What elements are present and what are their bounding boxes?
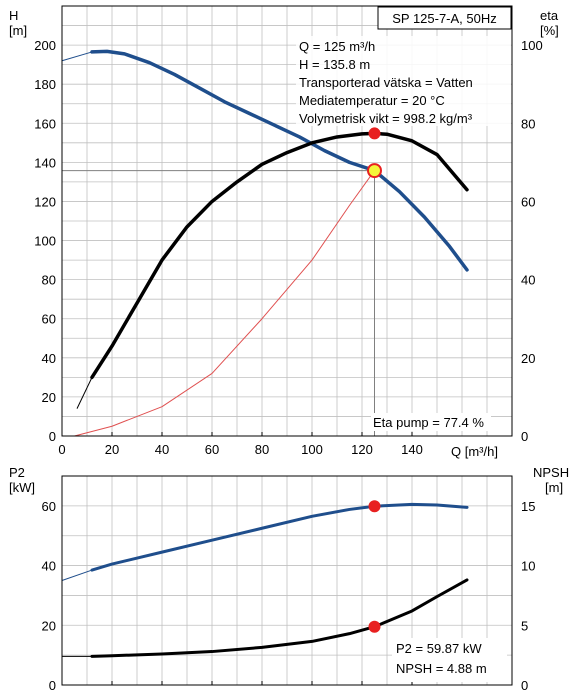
top-x-tick-label: 60 [205, 442, 219, 457]
bottom-left-tick-label: 60 [42, 499, 56, 514]
top-x-tick-label: 40 [155, 442, 169, 457]
bottom-left-tick-label: 40 [42, 559, 56, 574]
top-left-tick-label: 140 [34, 155, 56, 170]
x-axis-label: Q [m³/h] [451, 444, 498, 459]
top-x-tick-label: 80 [255, 442, 269, 457]
top-right-tick-label: 80 [521, 116, 535, 131]
bottom-x-tick-label: 140 [401, 691, 423, 694]
p2-curve-extension [61, 569, 93, 581]
bottom-right-tick-label: 15 [521, 499, 535, 514]
bottom-x-tick-label: 60 [205, 691, 219, 694]
bottom-x-tick-label: 80 [255, 691, 269, 694]
top-x-tick-label: 20 [105, 442, 119, 457]
top-left-tick-label: 20 [42, 390, 56, 405]
top-left-tick-label: 80 [42, 273, 56, 288]
top-left-axis-unit: [m] [9, 23, 27, 38]
info-npsh: NPSH = 4.88 m [396, 661, 487, 676]
top-right-axis-name: eta [540, 8, 559, 23]
bottom-chart-curves [61, 502, 469, 658]
top-operating-point-marker [368, 127, 381, 140]
top-right-tick-label: 100 [521, 38, 543, 53]
bottom-right-tick-label: 5 [521, 618, 528, 633]
info-head: H = 135.8 m [299, 57, 370, 72]
head-curve [90, 49, 469, 272]
chart-markers [367, 127, 382, 633]
top-left-tick-label: 0 [49, 429, 56, 444]
top-x-tick-label: 100 [301, 442, 323, 457]
bottom-right-tick-label: 10 [521, 559, 535, 574]
bottom-x-tick-label: 100 [301, 691, 323, 694]
bottom-left-axis-unit: [kW] [9, 480, 35, 495]
x-axis-label-bg [447, 444, 507, 460]
top-x-tick-label: 140 [401, 442, 423, 457]
info-density: Volymetrisk vikt = 998.2 kg/m³ [299, 111, 473, 126]
bottom-chart-frame [61, 475, 513, 686]
bottom-right-tick-label: 0 [521, 678, 528, 693]
head-curve-extension [61, 51, 93, 62]
top-left-tick-label: 160 [34, 116, 56, 131]
top-right-tick-label: 0 [521, 429, 528, 444]
top-left-tick-label: 180 [34, 77, 56, 92]
bottom-left-axis-name: P2 [9, 465, 25, 480]
bottom-x-tick-label: 20 [105, 691, 119, 694]
top-right-tick-label: 20 [521, 351, 535, 366]
top-left-tick-label: 120 [34, 194, 56, 209]
p2-curve [90, 502, 469, 572]
top-right-tick-label: 60 [521, 194, 535, 209]
top-chart-ticks: 0 20 40 60 80 100 120 140 0 20 40 60 80 100 120 140 160 1… [34, 38, 542, 457]
bottom-left-tick-label: 0 [49, 678, 56, 693]
system_curve-curve [74, 170, 375, 437]
info-temperature: Mediatemperatur = 20 °C [299, 93, 445, 108]
top-left-tick-label: 60 [42, 312, 56, 327]
top-left-axis-name: H [9, 8, 18, 23]
bottom-right-axis-name: NPSH [533, 465, 569, 480]
bottom-x-tick-label: 0 [58, 691, 65, 694]
npsh-curve [90, 578, 469, 658]
duty-info-block: Q = 125 m³/h H = 135.8 m Transporterad v… [296, 36, 511, 126]
top-x-tick-label: 120 [351, 442, 373, 457]
bottom-x-tick-label: 40 [155, 691, 169, 694]
top-left-tick-label: 100 [34, 234, 56, 249]
top-right-tick-label: 40 [521, 273, 535, 288]
bottom-right-axis-unit: [m] [545, 480, 563, 495]
bottom-operating-point-marker [368, 620, 381, 633]
duty-point-marker [367, 163, 382, 179]
top-left-tick-label: 200 [34, 38, 56, 53]
top-left-tick-label: 40 [42, 351, 56, 366]
eta-pump-label: Eta pump = 77.4 % [373, 415, 484, 430]
top-x-tick-label: 0 [58, 442, 65, 457]
bottom-info-bg [392, 638, 507, 682]
top-chart-frame [61, 5, 513, 437]
efficiency-curve [90, 131, 469, 380]
chart-title-box [377, 6, 512, 30]
top-chart-curves [61, 49, 469, 437]
info-liquid: Transporterad vätska = Vatten [299, 75, 473, 90]
bottom-operating-point-marker [368, 500, 381, 513]
bottom-chart-ticks: 0 20 40 60 80 100 120 140 0 20 40 60 0 5 10 15 [42, 499, 536, 694]
chart-title: SP 125-7-A, 50Hz [392, 11, 497, 26]
efficiency-curve-extension [76, 377, 93, 409]
bottom-left-tick-label: 20 [42, 618, 56, 633]
bottom-x-tick-label: 120 [351, 691, 373, 694]
eta-label-bg [371, 413, 491, 431]
top-right-axis-unit: [%] [540, 23, 559, 38]
info-p2: P2 = 59.87 kW [396, 641, 482, 656]
info-flow: Q = 125 m³/h [299, 39, 375, 54]
